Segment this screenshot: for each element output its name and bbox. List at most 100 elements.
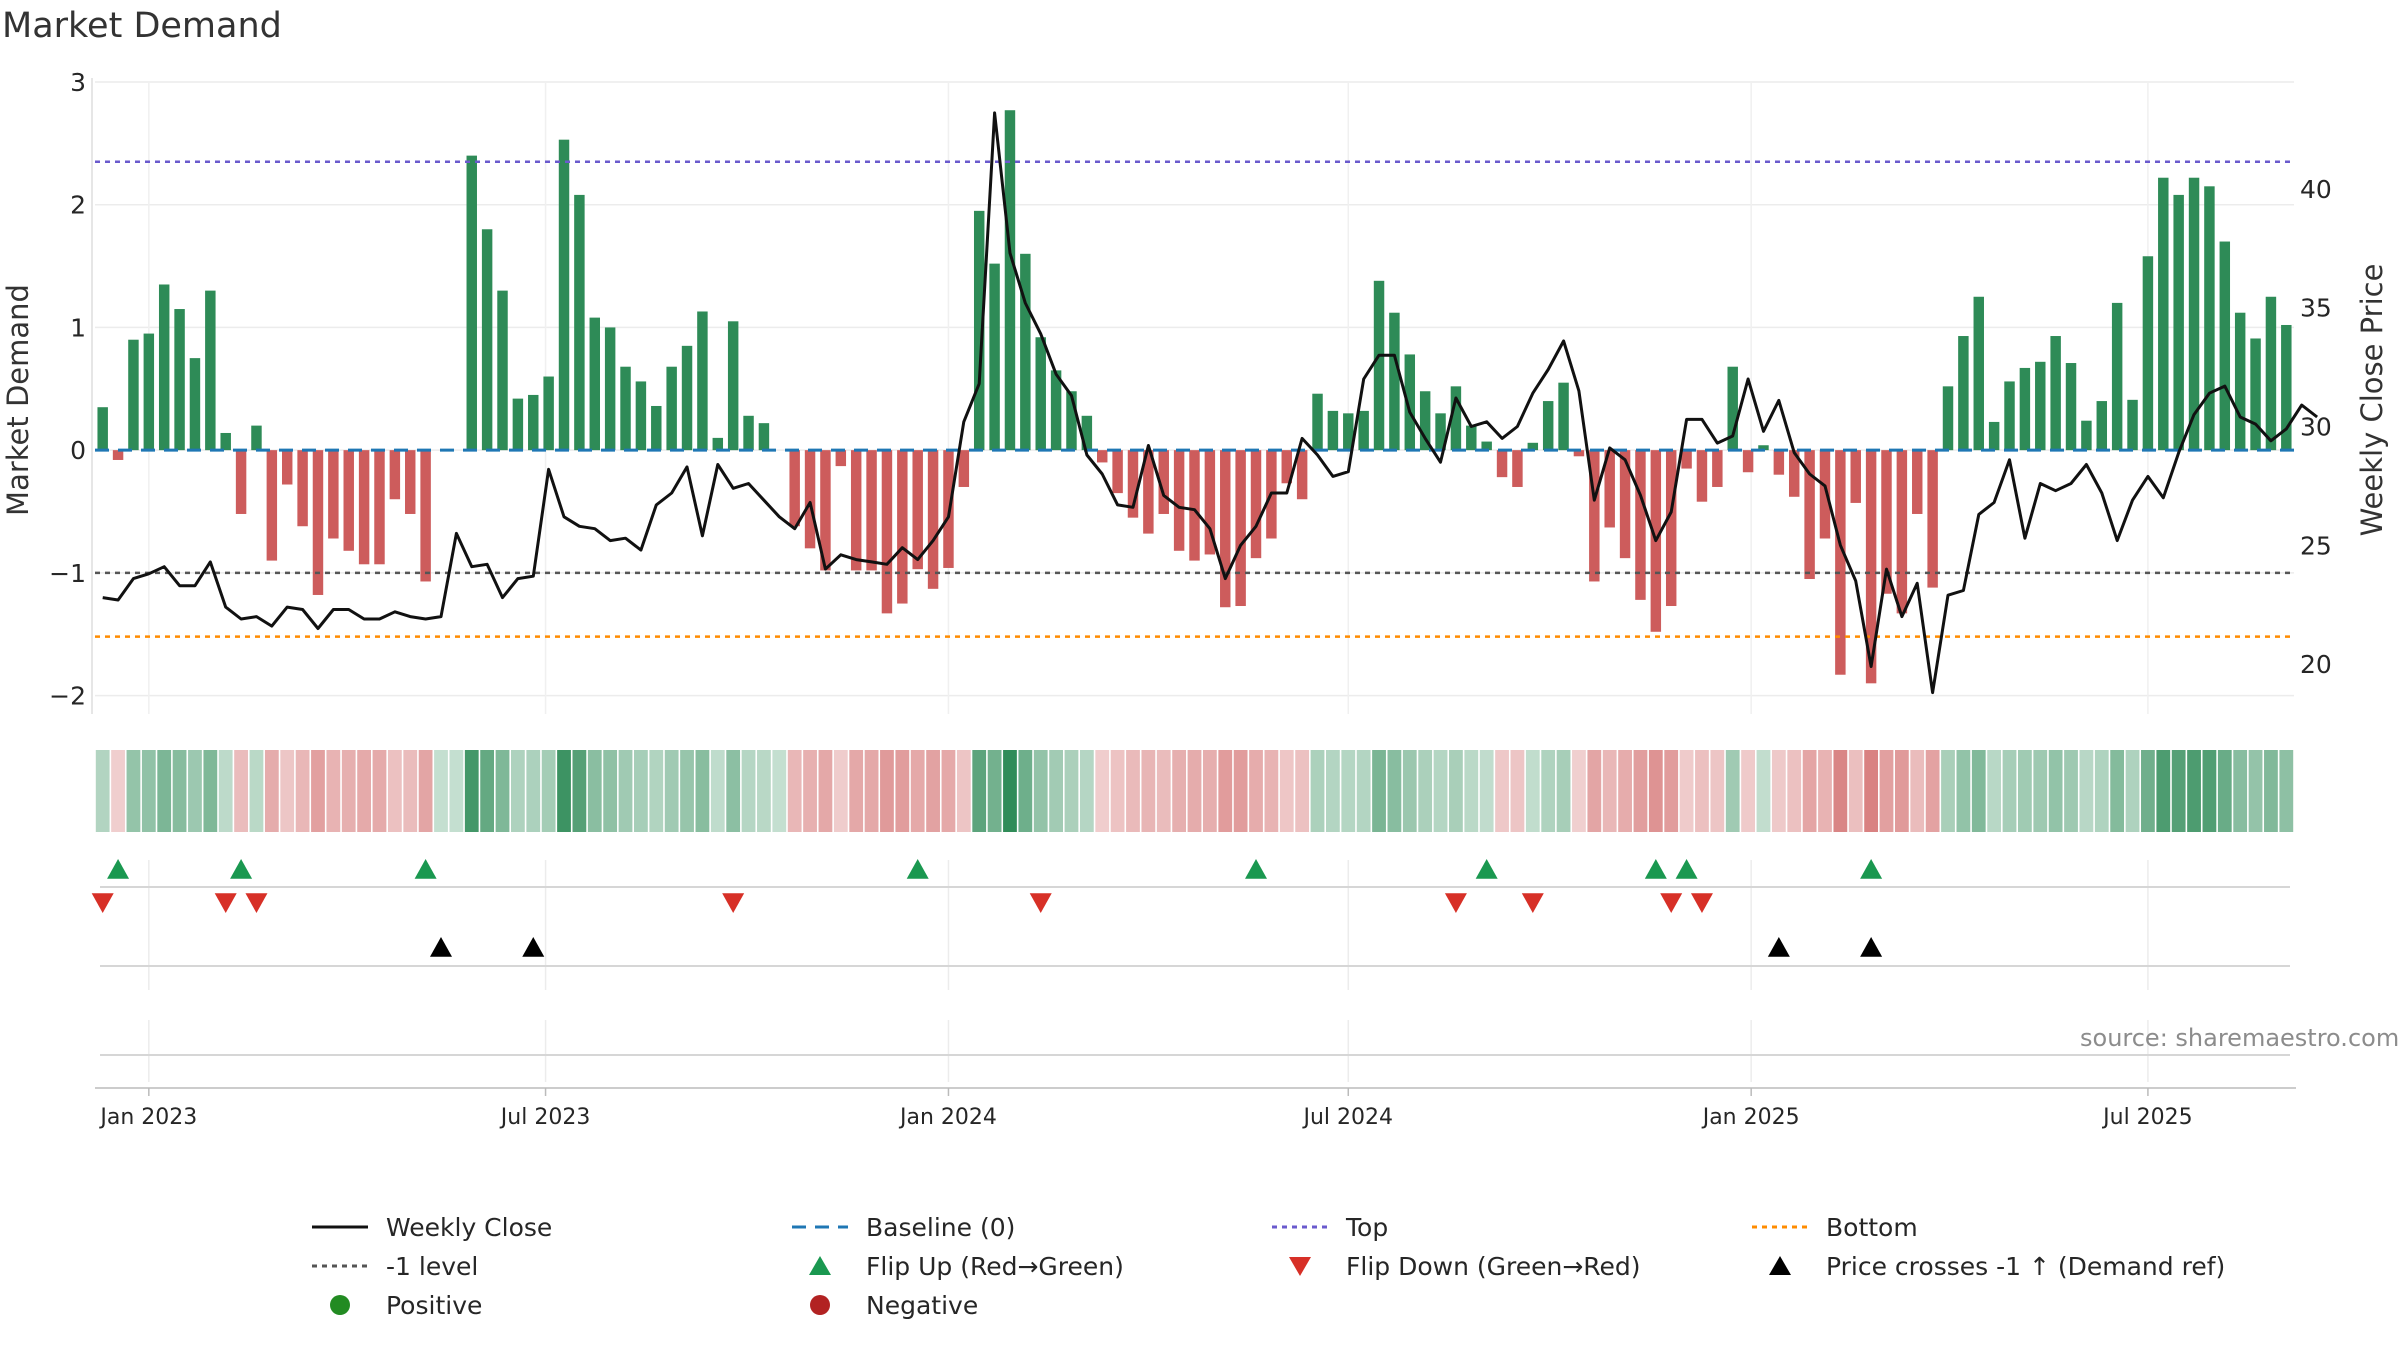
flip-down-marker [214, 893, 237, 913]
demand-bar-positive [758, 423, 770, 451]
heat-cell [1541, 750, 1556, 832]
demand-bar-positive [158, 284, 170, 451]
demand-bar-negative [1773, 450, 1785, 475]
heat-cell [1572, 750, 1586, 832]
y-tick-label: −2 [49, 682, 86, 711]
legend-circle-icon [810, 1295, 830, 1315]
y2-tick-label: 35 [2300, 294, 2332, 323]
heat-cell [772, 750, 787, 832]
heat-cell [1279, 750, 1294, 832]
legend-triangle-up-icon [1769, 1256, 1791, 1275]
demand-heat-strip [95, 750, 2294, 832]
flip-up-marker [1675, 859, 1698, 879]
demand-bar-negative [1865, 450, 1877, 684]
demand-bar-negative [1235, 450, 1246, 607]
heat-cell [1433, 750, 1448, 832]
demand-bar-positive [743, 415, 754, 451]
demand-bar-negative [1835, 450, 1846, 675]
heat-cell [1264, 750, 1279, 832]
demand-bar-positive [481, 229, 493, 451]
flip-down-marker [1521, 893, 1544, 913]
heat-cell [1894, 750, 1909, 832]
demand-bar-positive [2035, 361, 2046, 451]
price-cross-marker [429, 937, 452, 957]
demand-bar-positive [1035, 337, 1046, 451]
y-tick-label: 3 [70, 68, 86, 97]
demand-bar-positive [2173, 194, 2184, 451]
heat-cell [249, 750, 264, 832]
demand-bar-negative [958, 450, 970, 487]
heat-cell [1818, 750, 1832, 832]
demand-bar-positive [2219, 241, 2231, 451]
demand-bar-negative [1204, 450, 1216, 555]
heat-cell [1848, 750, 1863, 832]
x-tick-label: Jan 2024 [898, 1105, 997, 1130]
legend-label: Weekly Close [386, 1212, 553, 1242]
legend-label: Positive [386, 1290, 483, 1320]
demand-bar-positive [697, 311, 708, 451]
heat-cell [526, 750, 541, 832]
heat-cell [2141, 750, 2155, 832]
demand-bar-negative [1696, 450, 1708, 502]
demand-bar-positive [1558, 382, 1569, 451]
heat-cell [895, 750, 910, 832]
heat-cell [1618, 750, 1632, 832]
demand-bar-positive [528, 394, 539, 451]
demand-bar-positive [1343, 413, 1354, 451]
heat-cell [2002, 750, 2017, 832]
demand-bar-negative [912, 450, 923, 570]
heat-cell [341, 750, 356, 832]
demand-bar-negative [1097, 450, 1108, 463]
heat-cell [833, 750, 848, 832]
demand-bar-positive [251, 425, 262, 451]
demand-bar-negative [1512, 450, 1523, 487]
demand-bar-positive [1081, 415, 1093, 451]
demand-bars [97, 110, 2292, 684]
demand-bar-negative [1635, 450, 1646, 600]
heat-cell [403, 750, 418, 832]
demand-bar-positive [174, 309, 185, 451]
flip-down-marker [722, 893, 745, 913]
demand-bar-negative [281, 450, 293, 485]
heat-cell [111, 750, 125, 832]
heat-cell [218, 750, 233, 832]
heat-cell [1987, 750, 2002, 832]
demand-bar-positive [2142, 256, 2154, 451]
heat-cell [1956, 750, 1971, 832]
heat-cell [1049, 750, 1063, 832]
heat-cell [418, 750, 433, 832]
heat-cell [2033, 750, 2048, 832]
flip-down-marker [1029, 893, 1052, 913]
heat-cell [1310, 750, 1325, 832]
demand-bar-positive [1450, 386, 1462, 451]
heat-cell [849, 750, 864, 832]
demand-bar-positive [1942, 386, 1954, 451]
demand-bar-negative [804, 450, 816, 549]
heat-cell [95, 750, 110, 832]
heat-cell [2018, 750, 2032, 832]
heat-cell [1126, 750, 1140, 832]
heat-cell [695, 750, 710, 832]
heat-cell [710, 750, 725, 832]
heat-cell [1295, 750, 1310, 832]
demand-bar-positive [712, 437, 724, 451]
demand-bar-negative [1881, 450, 1892, 594]
heat-cell [188, 750, 202, 832]
demand-bar-negative [1127, 450, 1139, 518]
demand-bar-positive [2234, 312, 2246, 451]
demand-bar-positive [1312, 393, 1323, 451]
demand-bar-negative [1927, 450, 1938, 588]
legend-symbol [780, 1249, 860, 1283]
legend-item: Bottom [1740, 1210, 1918, 1244]
heat-cell [1064, 750, 1079, 832]
heat-cell [864, 750, 879, 832]
heat-cell [1495, 750, 1509, 832]
demand-bar-positive [1327, 410, 1339, 451]
demand-bar-positive [1481, 441, 1492, 451]
heat-cell [1218, 750, 1233, 832]
y-tick-label: 1 [70, 313, 86, 342]
heat-cell [880, 750, 894, 832]
demand-bar-positive [205, 290, 216, 451]
heat-cell [172, 750, 187, 832]
axes: 3 2 1 0 −1 −2 40 35 30 25 20 Market Demand Weekly Cl… [1, 68, 2389, 1130]
